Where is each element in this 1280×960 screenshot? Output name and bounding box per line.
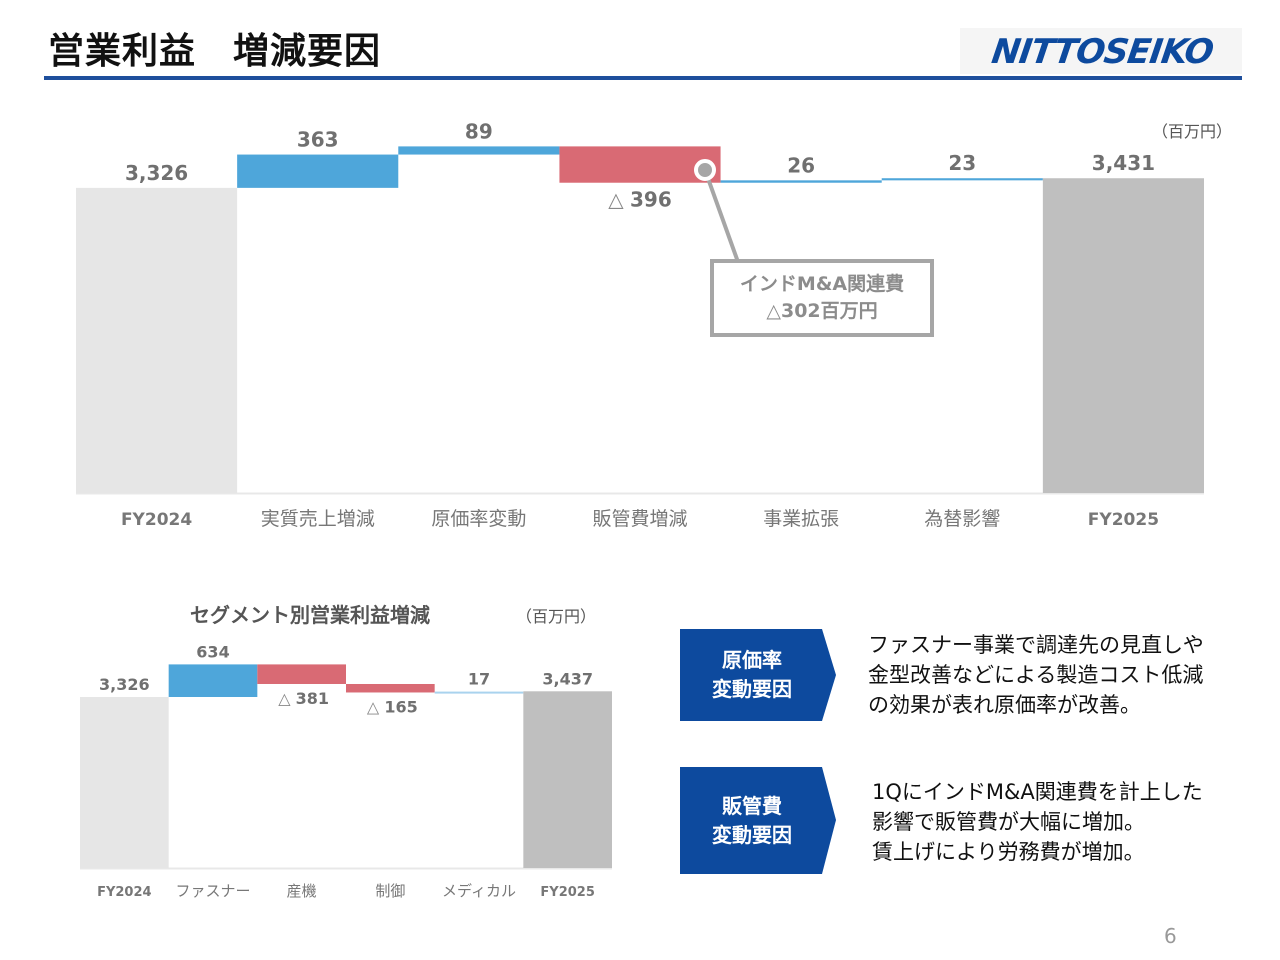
category-label: FY2025 [540,885,594,900]
factor-label-line-2: 変動要因 [712,677,792,701]
segment-waterfall-chart: 3,326 FY2024 634 ファスナー △ 381 産機 △ 165 制御 17 メディカル… [80,642,612,900]
increase-bar [720,180,882,183]
segment-chart-unit: （百万円） [516,607,597,626]
category-label: FY2025 [1088,510,1159,530]
callout-box: インドM&A関連費 △302百万円 [710,259,934,337]
data-label: 23 [948,151,976,175]
title-rule [44,76,1242,80]
factor-label-line-2: 変動要因 [712,822,792,847]
category-label: メディカル [442,882,516,900]
main-chart-unit: （百万円） [1152,122,1233,141]
page-number: 6 [1164,924,1177,948]
page-title: 営業利益 増減要因 [48,31,382,72]
category-label: 事業拡張 [763,508,839,530]
data-label: 26 [787,153,815,177]
total-bar [80,696,169,868]
callout-leader-line [703,169,740,263]
sga-factor-badge: 販管費 変動要因 [680,767,836,874]
cost-ratio-factor-badge: 原価率 変動要因 [680,629,836,721]
category-label: 販管費増減 [592,508,687,530]
total-bar [76,187,238,494]
description-line: ファスナー事業で調達先の見直しや [868,633,1204,657]
sga-factor-description: 1QにインドM&A関連費を計上した 影響で販管費が大幅に増加。 賃上げにより労務… [872,777,1203,867]
decrease-bar [346,683,435,693]
callout-connector [694,159,740,263]
factor-label-line-1: 販管費 [722,793,782,818]
category-label: FY2024 [97,885,151,900]
company-logo: NITTOSEIKO [960,28,1242,74]
increase-bar [237,154,399,188]
data-label: △ 381 [278,689,329,708]
increase-bar [168,664,258,697]
category-label: 産機 [287,882,317,900]
data-label: 363 [297,128,339,152]
category-label: FY2024 [121,510,192,530]
callout-line-2: △302百万円 [766,300,878,322]
chevron-shape [680,629,836,721]
data-label: 17 [468,670,490,689]
decrease-bar [257,664,346,684]
segment-chart-title: セグメント別営業利益増減 [190,603,430,627]
data-label: 89 [465,119,493,143]
data-label: 3,326 [99,675,150,694]
total-bar [523,691,612,868]
data-label: 3,431 [1092,151,1155,175]
cost-ratio-factor-description: ファスナー事業で調達先の見直しや 金型改善などによる製造コスト低減 の効果が表れ… [868,630,1204,720]
category-label: 為替影響 [924,508,1000,530]
main-waterfall-chart: 3,326 FY2024 363 実質売上増減 89 原価率変動 △ 396 販管費増減 26 事… [76,119,1204,530]
description-line: 1QにインドM&A関連費を計上した [872,780,1203,804]
category-label: 実質売上増減 [261,508,375,530]
total-bar [1042,178,1204,493]
increase-bar [398,146,560,155]
increase-bar [881,178,1043,181]
description-line: の効果が表れ原価率が改善。 [868,693,1141,717]
data-label: 634 [196,642,229,661]
data-label: 3,326 [125,161,188,185]
description-line: 金型改善などによる製造コスト低減 [868,663,1204,687]
description-line: 影響で販管費が大幅に増加。 [872,810,1145,834]
data-label: 3,437 [542,669,593,688]
category-label: ファスナー [175,882,250,900]
callout-line-1: インドM&A関連費 [739,273,905,295]
description-line: 賃上げにより労務費が増加。 [872,840,1145,864]
callout-anchor-dot [694,159,716,181]
category-label: 原価率変動 [431,508,526,530]
increase-bar [434,691,524,694]
factor-label-line-1: 原価率 [722,648,782,672]
chevron-shape [680,767,836,874]
decrease-bar [559,146,721,183]
data-label: △ 165 [367,697,418,716]
category-label: 制御 [375,882,405,900]
data-label: △ 396 [608,188,672,212]
